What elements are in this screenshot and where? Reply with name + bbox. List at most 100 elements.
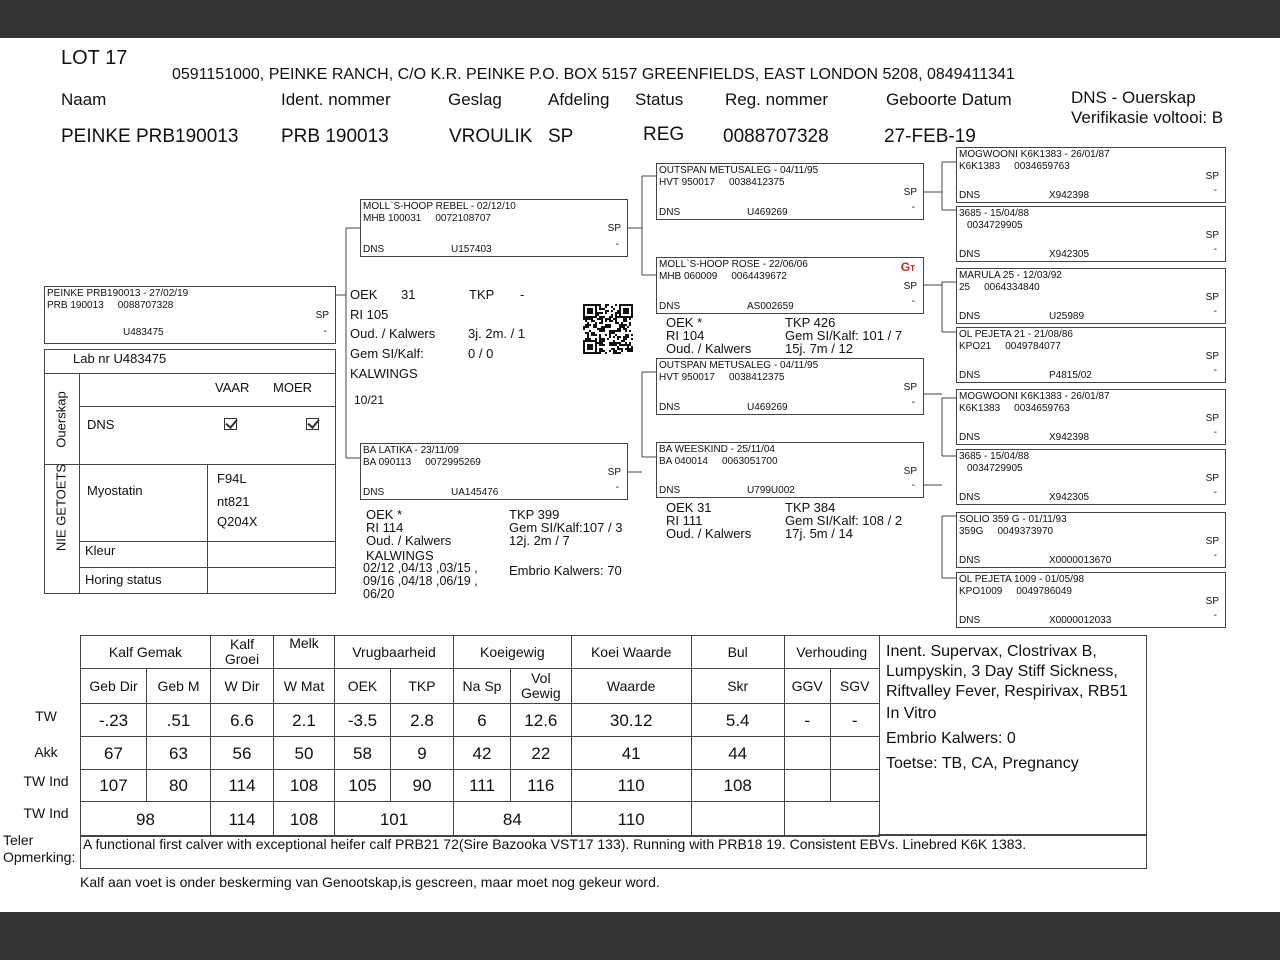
subject-gem-label: Gem SI/Kalf:: [350, 346, 424, 361]
pedigree-box-dd: BA WEESKIND - 25/11/04 BA 040014 00630517…: [656, 442, 924, 498]
pedigree-box-g2: 3685 - 15/04/88 0034729905 SP DNS X94230…: [956, 206, 1226, 262]
value-reg: 0088707328: [723, 126, 829, 147]
sd-ri: RI 104: [666, 328, 705, 343]
dam-tkp: TKP 399: [509, 507, 560, 522]
ebv-table: Kalf Gemak Kalf Groei Melk Vrugbaarheid …: [80, 635, 880, 837]
dns-code: P4815/02: [1049, 370, 1092, 381]
myostatin-value: F94L: [217, 471, 247, 486]
value-ident: PRB 190013: [281, 126, 389, 147]
reg-number: MHB 100031: [363, 213, 422, 224]
table-cell: 98: [80, 801, 211, 837]
group-header: Melk: [273, 635, 335, 669]
vaar-checkbox[interactable]: [224, 418, 237, 430]
dns-code: X942305: [1049, 249, 1090, 260]
reg-id: 0072108707: [435, 213, 491, 224]
pedigree-box-g7: SOLIO 359 G - 01/11/93 359G 0049373970 SP…: [956, 512, 1226, 568]
table-cell: 6: [453, 703, 511, 737]
table-cell: 110: [570, 801, 692, 837]
group-header: Kalf Gemak: [80, 635, 211, 669]
row-label-tw: TW: [35, 708, 57, 724]
dam-embrio: Embrio Kalwers: 70: [509, 563, 622, 578]
dns-status: DNS: [959, 249, 981, 260]
reg-number: BA 090113: [363, 457, 412, 468]
reg-number: KPO21: [959, 341, 992, 352]
animal-name: OL PEJETA 1009 - 01/05/98: [959, 574, 1085, 585]
pedigree-box-g4: OL PEJETA 21 - 21/08/86 KPO21 0049784077 …: [956, 327, 1226, 383]
subject-oud-label: Oud. / Kalwers: [350, 326, 436, 341]
dd-gem: Gem SI/Kalf: 108 / 2: [785, 513, 903, 528]
vaccinations: Inent. Supervax, Clostrivax B, Lumpyskin…: [886, 643, 1128, 700]
animal-name: SOLIO 359 G - 01/11/93: [959, 514, 1067, 525]
dns-code: X942305: [1049, 492, 1090, 503]
division: SP: [1205, 413, 1219, 424]
table-cell: 41: [570, 736, 692, 770]
animal-name: MOGWOONI K6K1383 - 26/01/87: [959, 149, 1110, 160]
qr-code: [582, 303, 634, 355]
table-cell: 105: [334, 769, 391, 802]
table-cell: 63: [146, 736, 211, 770]
animal-reg: MHB 060009 0064439672: [659, 271, 787, 282]
pedigree-box-g3: MARULA 25 - 12/03/92 25 0064334840 SP DNS…: [956, 268, 1226, 324]
vaar-label: VAAR: [215, 380, 250, 395]
table-row: -.23.51 6.6 2.1 -3.5 2.8 6 12.6 30.12 5.4- -: [80, 703, 880, 737]
remarks-text: A functional first calver with exception…: [80, 835, 1147, 869]
dam-kalwings-label: KALWINGS: [366, 548, 434, 563]
table-cell: 12.6: [510, 703, 572, 737]
value-geslag: VROULIK: [449, 126, 533, 147]
dns-status: DNS: [959, 492, 981, 503]
dns-code: U157403: [451, 244, 492, 255]
dns-status: DNS: [659, 485, 681, 496]
dam-ri: RI 114: [366, 520, 404, 535]
dash: -: [911, 202, 915, 213]
row-label-tw-ind-2: TW Ind: [23, 805, 69, 821]
table-cell: 67: [80, 736, 147, 770]
reg-number: MHB 060009: [659, 271, 718, 282]
subject-kalwings-label: KALWINGS: [350, 366, 418, 381]
dash: -: [1213, 610, 1217, 621]
divider: [45, 464, 335, 465]
division: SP: [1205, 536, 1219, 547]
animal-reg: 359G 0049373970: [959, 526, 1053, 537]
dd-tkp: TKP 384: [785, 500, 836, 515]
dns-code: X0000012033: [1049, 615, 1112, 626]
table-cell: 108: [273, 801, 335, 837]
dns-code: U799U002: [747, 485, 795, 496]
table-cell: -: [829, 703, 880, 737]
dns-status: DNS: [959, 432, 981, 443]
column-header: Vol Gewig: [510, 668, 572, 704]
sd-oud-value: 15j. 7m / 12: [785, 341, 853, 356]
moer-checkbox[interactable]: [305, 418, 319, 430]
division: SP: [903, 466, 917, 477]
divider: [79, 406, 335, 407]
division: SP: [1205, 171, 1219, 182]
dd-ri: RI 111: [666, 513, 703, 528]
bottom-bar: [0, 912, 1280, 960]
reg-number: HVT 950017: [659, 177, 715, 188]
division: SP: [903, 382, 917, 393]
moer-label: MOER: [273, 380, 312, 395]
group-header: Vrugbaarheid: [334, 635, 454, 669]
table-cell: 5.4: [690, 703, 785, 737]
dns-status: DNS: [959, 370, 981, 381]
table-cell: 90: [390, 769, 454, 802]
lot-number: LOT 17: [61, 47, 128, 69]
division: SP: [1205, 351, 1219, 362]
group-header: Verhouding: [783, 635, 880, 669]
table-cell: 58: [334, 736, 391, 770]
dns-status: DNS: [659, 402, 681, 413]
subject-oud-value: 3j. 2m. / 1: [468, 326, 526, 341]
column-header: Geb M: [146, 668, 211, 704]
dns-status: DNS: [959, 615, 981, 626]
reg-number: PRB 190013: [47, 300, 104, 311]
header-ident: Ident. nommer: [281, 90, 391, 109]
pedigree-box-dam: BA LATIKA - 23/11/09 BA 090113 0072995269…: [360, 443, 628, 500]
table-cell: -.23: [80, 703, 147, 737]
table-cell: 2.1: [273, 703, 335, 737]
column-header: GGV: [783, 668, 831, 704]
ouerskap-label: Ouerskap: [53, 391, 69, 448]
dash: -: [323, 326, 327, 337]
animal-reg: BA 090113 0072995269: [363, 457, 481, 468]
reg-id: 0088707328: [117, 300, 174, 311]
division: SP: [607, 467, 621, 478]
